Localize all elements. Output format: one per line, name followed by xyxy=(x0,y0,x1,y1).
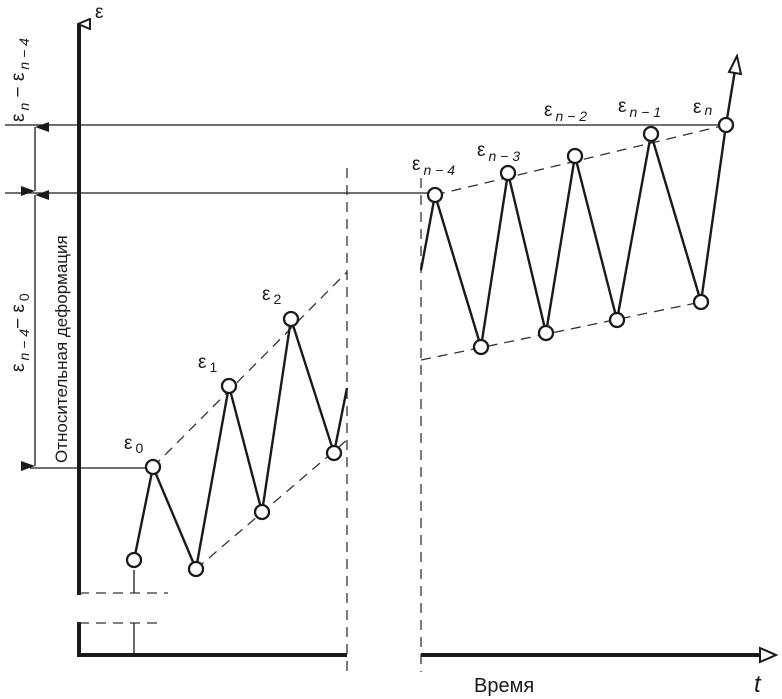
dim-label-upper: εn − εn − 4 xyxy=(8,38,32,122)
dim-label-lower: εn − 4− ε0 xyxy=(8,293,32,372)
point xyxy=(253,503,271,521)
point xyxy=(472,338,490,356)
x-axis-arrow-icon xyxy=(759,646,779,664)
point xyxy=(325,444,343,462)
envelope-upper-left xyxy=(152,271,348,468)
point-e1 xyxy=(220,377,238,395)
curve-arrow-icon xyxy=(727,53,743,76)
point xyxy=(608,311,626,329)
point-e0 xyxy=(144,458,162,476)
data-points xyxy=(125,116,735,578)
y-axis-label: ε xyxy=(95,2,104,23)
strain-curve-left xyxy=(132,318,349,574)
point xyxy=(692,293,710,311)
point-en-1 xyxy=(642,125,660,143)
deformation-label: Относительная деформация xyxy=(52,235,71,463)
x-axis-label: t xyxy=(754,671,762,698)
point-en-2 xyxy=(566,147,584,165)
point-en-4 xyxy=(426,186,444,204)
point-en-3 xyxy=(499,164,517,182)
time-label: Время xyxy=(474,675,534,697)
envelope-lower-left xyxy=(195,439,348,570)
point-e2 xyxy=(282,310,300,328)
point xyxy=(537,324,555,342)
point xyxy=(187,560,205,578)
point-en xyxy=(717,116,735,134)
envelope-lower-right xyxy=(420,301,702,361)
point xyxy=(125,551,143,569)
